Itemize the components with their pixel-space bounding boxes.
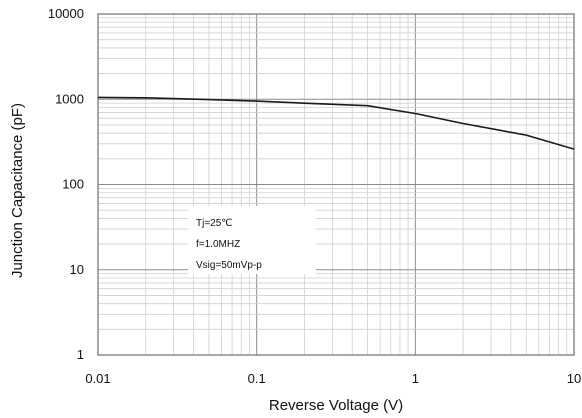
series-layer — [97, 96, 575, 150]
annotation-line: Tj=25℃ — [196, 218, 233, 229]
x-tick-labels: 0.01 0.1 1 10 — [85, 371, 581, 386]
x-tick-label: 10 — [567, 371, 581, 386]
plot-frame — [97, 13, 575, 356]
y-tick-label: 10000 — [48, 6, 84, 21]
y-tick-label: 1 — [77, 347, 84, 362]
annotation-line: Vsig=50mVp-p — [196, 260, 262, 271]
capacitance-curve — [97, 96, 575, 150]
x-axis-title: Reverse Voltage (V) — [269, 397, 403, 414]
y-tick-labels: 1 10 100 1000 10000 — [48, 6, 84, 362]
annotation-line: f=1.0MHZ — [196, 239, 240, 250]
y-tick-label: 100 — [62, 177, 84, 192]
x-tick-label: 0.01 — [85, 371, 110, 386]
x-tick-label: 0.1 — [248, 371, 266, 386]
y-tick-label: 10 — [70, 262, 84, 277]
y-tick-label: 1000 — [55, 91, 84, 106]
grid — [97, 14, 574, 356]
conditions-annotation: Tj=25℃ f=1.0MHZ Vsig=50mVp-p — [188, 206, 316, 274]
annotation-box — [188, 206, 316, 274]
y-axis-title: Junction Capacitance (pF) — [9, 103, 26, 278]
x-tick-label: 1 — [412, 371, 419, 386]
